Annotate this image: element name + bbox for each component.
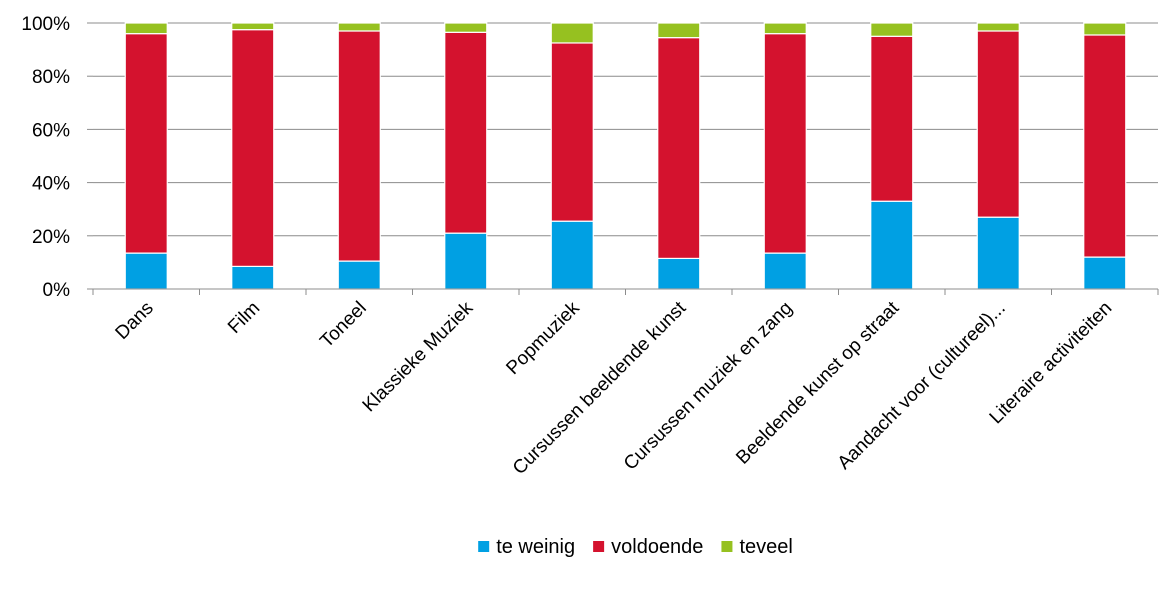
x-category-label: Cursussen muziek en zang xyxy=(620,298,797,475)
bar-segment xyxy=(231,22,275,31)
bar-segment xyxy=(444,31,488,234)
bar-segment xyxy=(337,260,381,290)
bar-segment xyxy=(550,22,594,44)
bar-segment xyxy=(763,252,807,290)
bar-segment xyxy=(657,257,701,290)
x-category-label: Cursussen beeldende kunst xyxy=(509,297,691,479)
x-category-label: Aandacht voor (cultureel)... xyxy=(834,298,1010,474)
bar-segment xyxy=(763,33,807,254)
bar-segment xyxy=(444,22,488,33)
legend-item: voldoende xyxy=(593,536,703,558)
legend-label: te weinig xyxy=(496,536,575,558)
x-category-label: Toneel xyxy=(316,298,370,352)
legend-swatch xyxy=(593,541,605,552)
x-category-label: Popmuziek xyxy=(502,297,584,379)
bar-segment xyxy=(124,252,168,290)
bar-segment xyxy=(870,200,914,290)
bar-segment xyxy=(444,232,488,290)
legend-item: teveel xyxy=(721,536,793,558)
bar-segment xyxy=(1083,256,1127,290)
bar-segment xyxy=(550,42,594,222)
bar-segment xyxy=(657,22,701,39)
y-tick-label: 0% xyxy=(43,280,71,301)
y-tick-label: 60% xyxy=(32,120,70,141)
bar-segment xyxy=(976,216,1020,290)
bar-segment xyxy=(231,265,275,290)
bar-segment xyxy=(1083,22,1127,36)
bar-segment xyxy=(550,220,594,290)
y-axis-ticks: 0% 20% 40% 60% 80% 100% xyxy=(21,14,70,301)
legend-label: voldoende xyxy=(611,536,703,558)
bar-segment xyxy=(976,30,1020,218)
x-category-label: Dans xyxy=(112,298,158,344)
y-tick-label: 100% xyxy=(21,14,70,35)
legend: te weinig voldoende teveel xyxy=(478,536,793,558)
legend-item: te weinig xyxy=(478,536,575,558)
bar-segment xyxy=(976,22,1020,32)
y-tick-label: 80% xyxy=(32,67,70,88)
bar-segment xyxy=(337,22,381,32)
bar-segment xyxy=(870,35,914,202)
x-category-label: Film xyxy=(224,298,264,338)
legend-swatch xyxy=(478,541,490,552)
bar-segment xyxy=(124,22,168,35)
bar-segment xyxy=(231,29,275,267)
y-tick-label: 40% xyxy=(32,174,70,195)
legend-label: teveel xyxy=(739,536,792,558)
bar-segment xyxy=(657,37,701,260)
bar-segment xyxy=(124,33,168,254)
bar-segment xyxy=(763,22,807,35)
x-category-label: Klassieke Muziek xyxy=(359,297,478,416)
x-category-label: Literaire activiteiten xyxy=(986,298,1117,429)
legend-swatch xyxy=(721,541,733,552)
bar-segment xyxy=(337,30,381,262)
bar-segment xyxy=(1083,34,1127,258)
x-axis xyxy=(87,22,1159,295)
bar-segment xyxy=(870,22,914,37)
bars xyxy=(124,22,1127,290)
y-tick-label: 20% xyxy=(32,227,70,248)
